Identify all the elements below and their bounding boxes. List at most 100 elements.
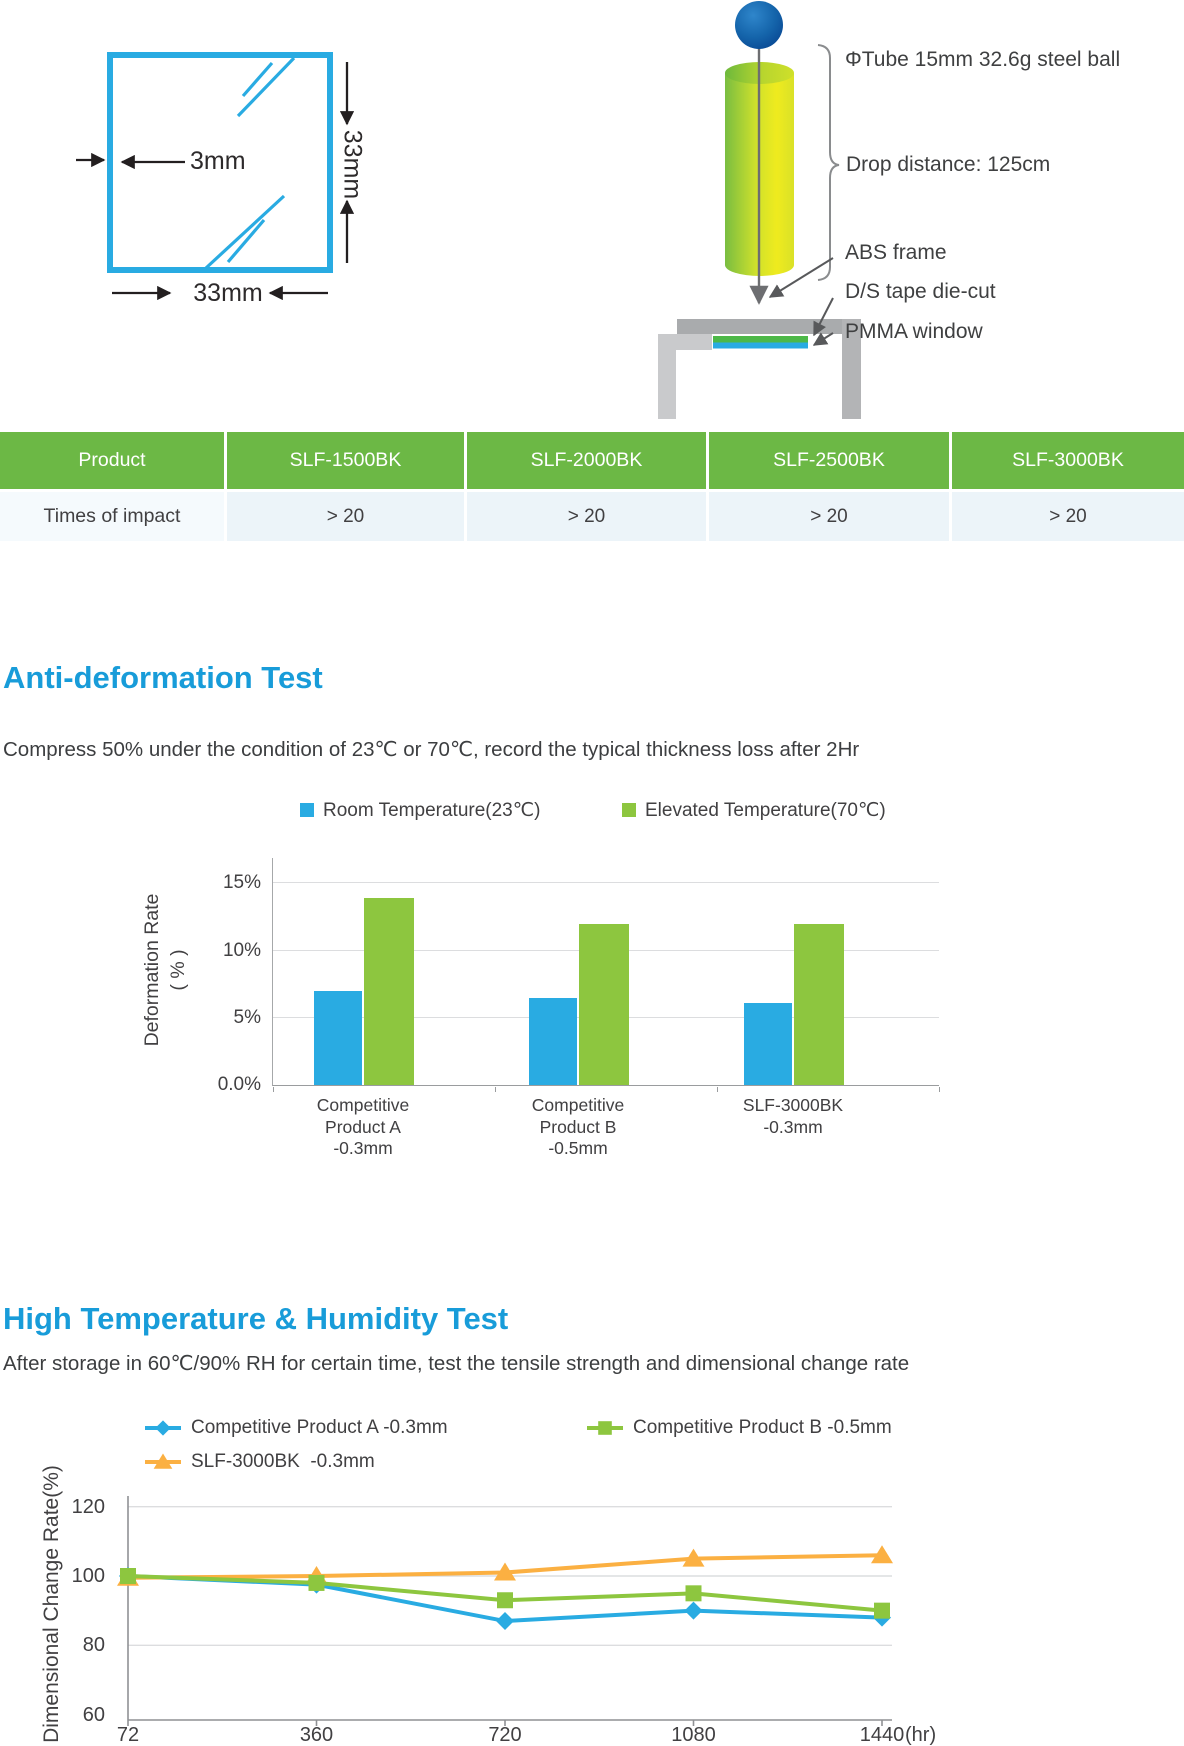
test-setup-diagram: 3mm 33mm 33mm ΦTube 15mm 32.6g steel bal…	[0, 0, 1184, 430]
table-header-slf3000: SLF-3000BK	[952, 432, 1184, 489]
tube-label: ΦTube 15mm 32.6g steel ball	[845, 48, 1121, 71]
diagram-svg	[76, 1, 861, 419]
pmma-sample-square	[76, 52, 355, 301]
marker-square	[497, 1592, 513, 1609]
x-tick-label: 1080	[671, 1724, 716, 1746]
legend-item: SLF-3000BK -0.3mm	[145, 1451, 375, 1473]
drop-test-apparatus	[658, 1, 861, 419]
gridline	[273, 882, 939, 884]
legend-label: Elevated Temperature(70℃)	[645, 799, 886, 821]
x-tick-mark	[939, 1087, 940, 1092]
x-tick-label: 720	[488, 1724, 522, 1746]
x-tick-mark	[273, 1087, 274, 1092]
marker-square	[874, 1602, 890, 1619]
pmma-window-label: PMMA window	[845, 320, 983, 343]
table-header-slf2000: SLF-2000BK	[467, 432, 706, 489]
y-tick-label: 10%	[222, 939, 261, 961]
humidity-line-chart: 120 100 80 60 72 360 720 1080 1440 (hr)	[0, 1490, 1184, 1746]
tape-strip	[713, 336, 808, 343]
legend-item: Room Temperature(23℃)	[300, 799, 540, 821]
table-header-product: Product	[0, 432, 224, 489]
x-tick-mark	[717, 1087, 718, 1092]
y-tick-label: 5%	[233, 1006, 261, 1028]
right-leg	[842, 319, 861, 419]
pmma-strip	[713, 342, 808, 349]
y-tick-label: 100	[71, 1565, 105, 1587]
impact-results-table: Product SLF-1500BK SLF-2000BK SLF-2500BK…	[0, 432, 1184, 541]
marker-triangle	[871, 1545, 893, 1564]
bar-elevated-temp	[794, 923, 844, 1085]
humidity-test-description: After storage in 60℃/90% RH for certain …	[3, 1352, 910, 1375]
bar-chart-y-axis-label: Deformation Rate ( % )	[141, 893, 189, 1047]
marker-triangle	[682, 1548, 705, 1567]
legend-item: Competitive Product A -0.3mm	[145, 1417, 448, 1439]
table-cell: > 20	[952, 492, 1184, 541]
glass-shine-lines	[204, 56, 296, 270]
legend-item: Competitive Product B -0.5mm	[587, 1417, 892, 1439]
height-label: 33mm	[338, 129, 367, 200]
humidity-test-title: High Temperature & Humidity Test	[3, 1301, 509, 1336]
bar-chart-legend: Room Temperature(23℃) Elevated Temperatur…	[0, 798, 1184, 824]
x-axis-unit-label: (hr)	[905, 1724, 937, 1746]
dimension-arrows	[76, 62, 355, 301]
bar-elevated-temp	[579, 923, 629, 1085]
thickness-label: 3mm	[190, 147, 246, 175]
marker-triangle	[494, 1562, 516, 1581]
x-tick-label: 72	[116, 1724, 140, 1746]
tape-label: D/S tape die-cut	[845, 280, 996, 303]
marker-diamond	[496, 1612, 514, 1631]
x-tick-mark	[495, 1087, 496, 1092]
line-chart-legend: Competitive Product A -0.3mm Competitive …	[0, 1395, 1184, 1490]
legend-label: Competitive Product A -0.3mm	[191, 1417, 448, 1438]
steel-ball	[735, 1, 783, 49]
marker-diamond	[155, 1420, 171, 1436]
legend-swatch	[145, 1453, 181, 1469]
callout-arrows	[768, 257, 834, 346]
table-row-label: Times of impact	[0, 492, 224, 541]
abs-frame-label: ABS frame	[845, 241, 947, 264]
y-tick-label: 0.0%	[217, 1074, 261, 1095]
bar-room-temp	[744, 1002, 792, 1085]
legend-label: Room Temperature(23℃)	[323, 799, 541, 821]
marker-square	[598, 1421, 612, 1435]
marker-triangle	[153, 1453, 173, 1469]
anti-deformation-description: Compress 50% under the condition of 23℃ …	[3, 738, 860, 761]
table-cell: > 20	[227, 492, 464, 541]
table-cell: > 20	[709, 492, 949, 541]
drop-distance-label: Drop distance: 125cm	[846, 153, 1051, 176]
legend-label: Competitive Product B -0.5mm	[633, 1417, 892, 1438]
legend-swatch	[622, 803, 636, 817]
legend-label: SLF-3000BK -0.3mm	[191, 1451, 375, 1472]
table-header-slf1500: SLF-1500BK	[227, 432, 464, 489]
legend-item: Elevated Temperature(70℃)	[622, 799, 886, 821]
table-header-slf2500: SLF-2500BK	[709, 432, 949, 489]
marker-diamond	[684, 1601, 703, 1620]
anti-deformation-title: Anti-deformation Test	[3, 660, 323, 695]
y-tick-label: 60	[82, 1703, 105, 1726]
category-label: Competitive Product A -0.3mm	[316, 1095, 410, 1158]
x-tick-label: 1440	[859, 1724, 905, 1746]
bar-room-temp	[314, 990, 362, 1085]
anti-deformation-bar-chart: 0.0% 5% 10% 15% Competitive Product A -0.3mm…	[218, 858, 940, 1158]
width-label: 33mm	[193, 279, 263, 307]
marker-square	[120, 1568, 136, 1584]
drop-distance-brace	[817, 44, 840, 281]
left-leg	[658, 334, 676, 419]
bar-elevated-temp	[364, 898, 414, 1085]
abs-frame-bar	[677, 319, 845, 334]
marker-square	[685, 1585, 702, 1602]
category-label: SLF-3000BK -0.3mm	[742, 1095, 844, 1137]
y-tick-label: 120	[71, 1495, 105, 1518]
marker-square	[308, 1574, 325, 1591]
y-tick-label: 80	[82, 1634, 105, 1657]
x-tick-label: 360	[299, 1724, 334, 1746]
category-label: Competitive Product B -0.5mm	[531, 1095, 625, 1158]
legend-swatch	[587, 1421, 623, 1435]
line-chart-svg	[117, 1496, 893, 1726]
legend-swatch	[145, 1420, 181, 1436]
legend-swatch	[300, 803, 314, 817]
y-tick-label: 15%	[222, 872, 261, 894]
table-cell: > 20	[467, 492, 706, 541]
bar-room-temp	[529, 997, 577, 1085]
